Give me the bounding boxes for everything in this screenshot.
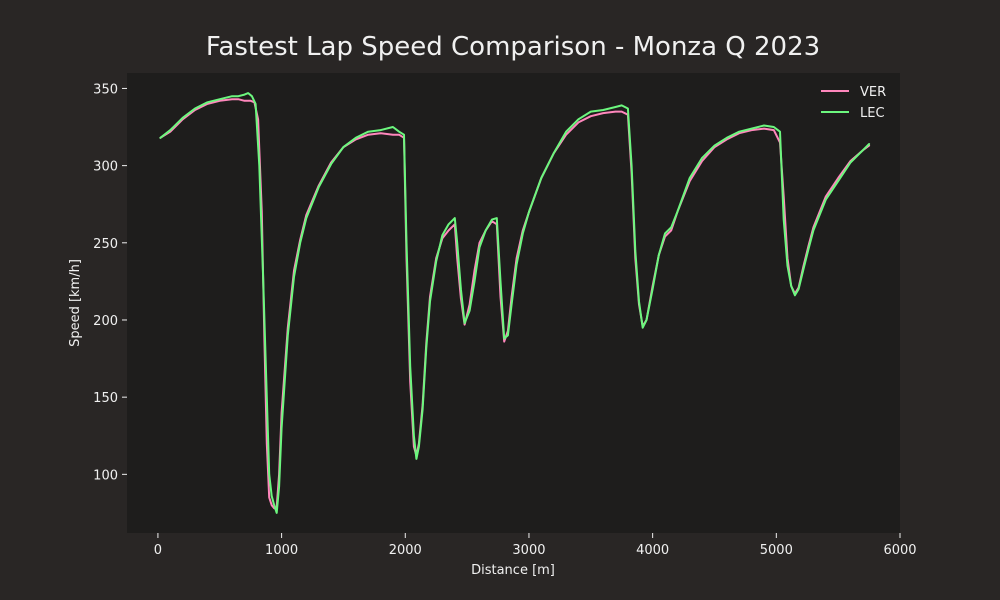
x-tick-label: 3000	[512, 543, 545, 558]
series-line-lec	[159, 92, 871, 514]
x-tick-label: 0	[154, 543, 162, 558]
legend-label-ver: VER	[860, 85, 886, 100]
y-tick-label: 100	[93, 468, 118, 483]
x-axis-label: Distance [m]	[471, 563, 555, 578]
x-axis: 0 1000 2000 3000 4000 5000 6000	[154, 533, 917, 558]
y-tick-label: 200	[93, 314, 118, 329]
x-tick-label: 2000	[389, 543, 422, 558]
y-tick-label: 300	[93, 160, 118, 175]
legend-label-lec: LEC	[860, 106, 885, 121]
plot-area	[127, 73, 900, 533]
x-tick-label: 1000	[265, 543, 298, 558]
y-axis-label: Speed [km/h]	[68, 259, 83, 347]
x-tick-label: 5000	[760, 543, 793, 558]
y-tick-label: 150	[93, 391, 118, 406]
y-tick-label: 350	[93, 82, 118, 97]
series-lines	[159, 92, 871, 514]
x-tick-label: 4000	[636, 543, 669, 558]
y-tick-label: 250	[93, 237, 118, 252]
y-axis: 100 150 200 250 300 350	[93, 82, 127, 483]
legend: VER LEC	[821, 85, 886, 121]
x-tick-label: 6000	[883, 543, 916, 558]
chart-title: Fastest Lap Speed Comparison - Monza Q 2…	[206, 32, 820, 62]
